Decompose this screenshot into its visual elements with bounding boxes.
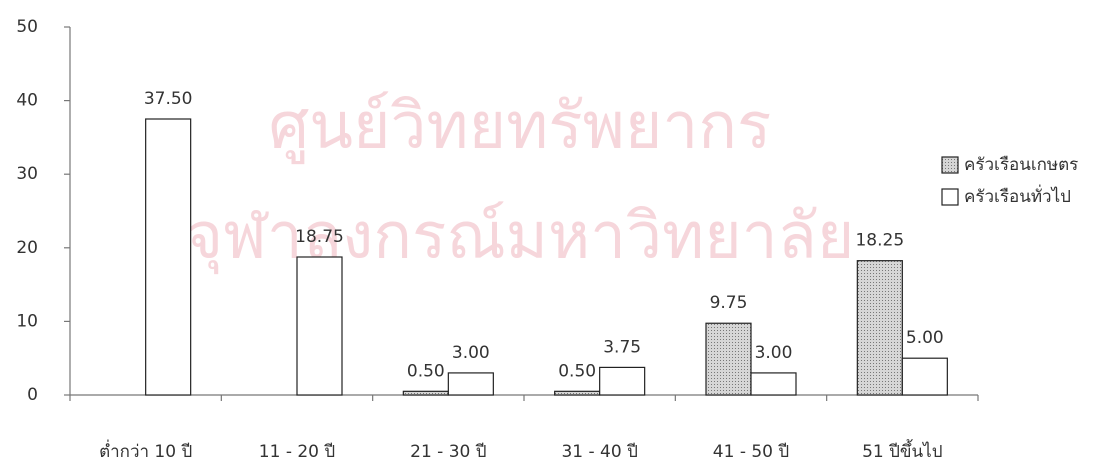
value-label: 3.00 [755, 343, 793, 363]
watermark: จุฬาลงกรณ์มหาวิทยาลัย [186, 200, 855, 275]
legend-label: ครัวเรือนทั่วไป [964, 184, 1071, 207]
x-tick-label: 31 - 40 ปี [561, 442, 637, 462]
bar [554, 390, 601, 396]
x-tick-label: 11 - 20 ปี [259, 442, 335, 462]
bar [705, 322, 752, 396]
y-tick-label: 20 [16, 238, 38, 258]
value-label: 5.00 [906, 328, 944, 348]
y-tick-label: 40 [16, 91, 38, 111]
value-label: 18.75 [295, 227, 344, 247]
bar [856, 260, 903, 396]
legend-swatch [941, 156, 959, 174]
x-tick-label: 21 - 30 ปี [410, 442, 486, 462]
bar [402, 390, 449, 396]
value-label: 3.00 [452, 343, 490, 363]
value-label: 18.25 [855, 231, 904, 251]
value-label: 3.75 [603, 337, 641, 357]
value-label: 0.50 [558, 361, 596, 381]
legend-label: ครัวเรือนเกษตร [964, 155, 1078, 175]
x-tick-label: ต่ำกว่า 10 ปี [99, 439, 192, 462]
value-label: 0.50 [407, 361, 445, 381]
y-tick-label: 0 [27, 385, 38, 405]
value-label: 9.75 [710, 293, 748, 313]
x-tick-label: 51 ปีขึ้นไป [862, 439, 942, 462]
x-tick-label: 41 - 50 ปี [713, 442, 789, 462]
watermark: ศูนย์วิทยทรัพยากร [269, 90, 772, 165]
legend-swatch [941, 188, 959, 206]
bar [901, 357, 948, 396]
y-tick-label: 10 [16, 311, 38, 331]
y-tick-label: 50 [16, 17, 38, 37]
bar [296, 256, 343, 396]
bar [447, 372, 494, 396]
y-tick-label: 30 [16, 164, 38, 184]
value-label: 37.50 [144, 89, 193, 109]
bar [145, 118, 192, 396]
bar [599, 366, 646, 396]
bar [750, 372, 797, 396]
